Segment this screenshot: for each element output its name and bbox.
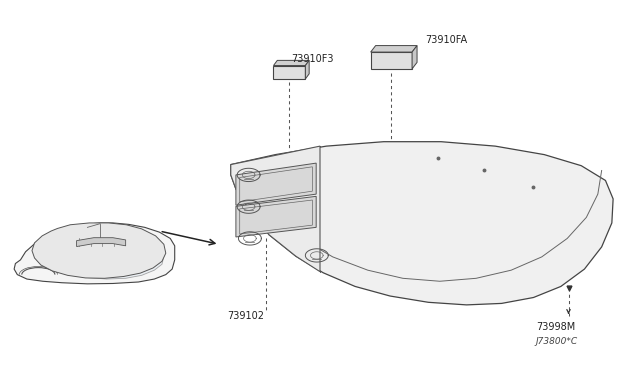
Text: 73910FA: 73910FA (425, 35, 467, 45)
Polygon shape (305, 60, 309, 79)
Polygon shape (32, 223, 166, 278)
Text: 73998M: 73998M (536, 322, 575, 332)
Polygon shape (273, 60, 309, 65)
Text: 739102: 739102 (228, 311, 264, 321)
Polygon shape (45, 234, 164, 279)
Polygon shape (77, 238, 125, 247)
Polygon shape (236, 163, 316, 205)
Polygon shape (14, 223, 175, 284)
Polygon shape (231, 146, 320, 272)
FancyBboxPatch shape (273, 65, 305, 79)
Polygon shape (231, 142, 613, 305)
Polygon shape (371, 46, 417, 52)
Polygon shape (412, 46, 417, 69)
Text: 73910F3: 73910F3 (291, 54, 334, 64)
Text: J73800*C: J73800*C (536, 337, 578, 346)
Polygon shape (236, 196, 316, 237)
FancyBboxPatch shape (371, 52, 412, 69)
